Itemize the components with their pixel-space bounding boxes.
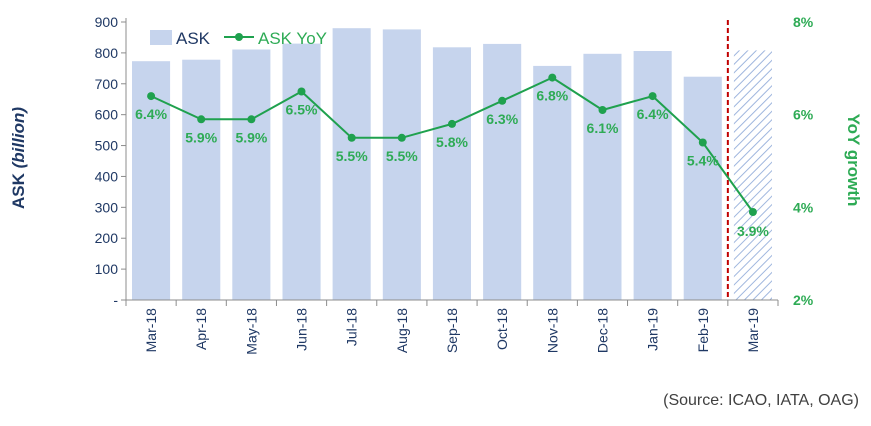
yoy-data-label: 5.9%: [235, 129, 267, 145]
yoy-point: [347, 133, 356, 142]
right-tick-label: 4%: [793, 199, 814, 215]
left-tick-label: 400: [95, 168, 119, 184]
ask-bar: [382, 29, 421, 301]
yoy-data-label: 5.9%: [185, 129, 217, 145]
x-tick-label: Apr-18: [193, 308, 209, 350]
yoy-data-label: 6.3%: [486, 111, 518, 127]
right-tick-label: 8%: [793, 14, 814, 30]
left-axis-title: ASK (billion): [9, 107, 28, 209]
ask-bar: [633, 51, 672, 300]
left-tick-label: 900: [95, 14, 119, 30]
yoy-point: [197, 115, 206, 124]
legend: ASK ASK YoY: [150, 29, 327, 48]
ask-bars: [132, 28, 772, 301]
yoy-point: [648, 92, 657, 101]
yoy-data-label: 5.5%: [336, 148, 368, 164]
left-tick-label: 200: [95, 230, 119, 246]
yoy-data-label: 6.4%: [135, 106, 167, 122]
legend-label-yoy: ASK YoY: [258, 29, 327, 48]
yoy-data-label: 6.1%: [587, 120, 619, 136]
x-tick-label: May-18: [243, 308, 259, 355]
right-tick-label: 2%: [793, 292, 814, 308]
yoy-point: [448, 119, 456, 128]
yoy-data-label: 5.5%: [386, 148, 418, 164]
right-tick-label: 6%: [793, 107, 814, 123]
yoy-data-label: 6.8%: [536, 88, 568, 104]
x-tick-label: Nov-18: [544, 308, 560, 353]
left-tick-label: -: [113, 292, 118, 308]
left-tick-label: 600: [95, 107, 119, 123]
left-tick-label: 100: [95, 261, 119, 277]
x-tick-label: Jun-18: [294, 308, 310, 351]
ask-bar: [432, 47, 471, 300]
legend-swatch-yoy-marker: [235, 33, 243, 41]
yoy-point: [247, 115, 256, 124]
x-tick-label: Mar-18: [143, 308, 159, 353]
ask-bar: [332, 28, 371, 300]
right-axis-title: YoY growth: [844, 114, 863, 207]
left-tick-label: 800: [95, 45, 119, 61]
yoy-line-layer: [147, 73, 757, 216]
ask-bar: [182, 59, 221, 301]
ask-bar: [533, 65, 572, 301]
yoy-data-label: 3.9%: [737, 223, 769, 239]
x-tick-label: Dec-18: [594, 308, 610, 353]
x-tick-label: Mar-19: [745, 308, 761, 353]
x-tick-label: Oct-18: [494, 308, 510, 350]
yoy-point: [698, 138, 707, 147]
ask-bar-forecast: [733, 50, 772, 301]
yoy-point: [297, 87, 306, 96]
yoy-point: [147, 92, 156, 101]
data-labels: 6.4% 5.9% 5.9% 6.5% 5.5% 5.5% 5.8% 6.3% 6.8% 6.1%…: [135, 88, 769, 239]
yoy-point: [548, 73, 557, 82]
ask-bar: [232, 49, 271, 300]
ask-bar: [483, 43, 522, 301]
x-tick-label: Feb-19: [695, 308, 711, 353]
yoy-data-label: 5.4%: [687, 153, 719, 169]
left-tick-label: 300: [95, 199, 119, 215]
axes: - 100 200 300 400 500 600 700 800 900 2% 4% 6% 8% Mar-…: [95, 14, 814, 355]
yoy-point: [397, 133, 406, 142]
yoy-data-label: 6.5%: [286, 102, 318, 118]
x-tick-label: Sep-18: [444, 308, 460, 353]
x-tick-label: Jan-19: [645, 308, 661, 351]
yoy-point: [748, 208, 757, 216]
yoy-point: [598, 106, 607, 114]
legend-label-ask: ASK: [176, 29, 211, 48]
source-note: (Source: ICAO, IATA, OAG): [663, 392, 859, 409]
ask-bar: [282, 43, 321, 300]
ask-bar: [683, 76, 722, 300]
yoy-data-label: 5.8%: [436, 134, 468, 150]
x-tick-label: Aug-18: [394, 308, 410, 353]
legend-swatch-ask: [150, 30, 172, 45]
ask-bar: [583, 53, 622, 300]
left-tick-label: 700: [95, 76, 119, 92]
yoy-point: [498, 96, 507, 105]
left-tick-label: 500: [95, 138, 119, 154]
x-tick-label: Jul-18: [344, 308, 360, 346]
yoy-data-label: 6.4%: [637, 106, 669, 122]
